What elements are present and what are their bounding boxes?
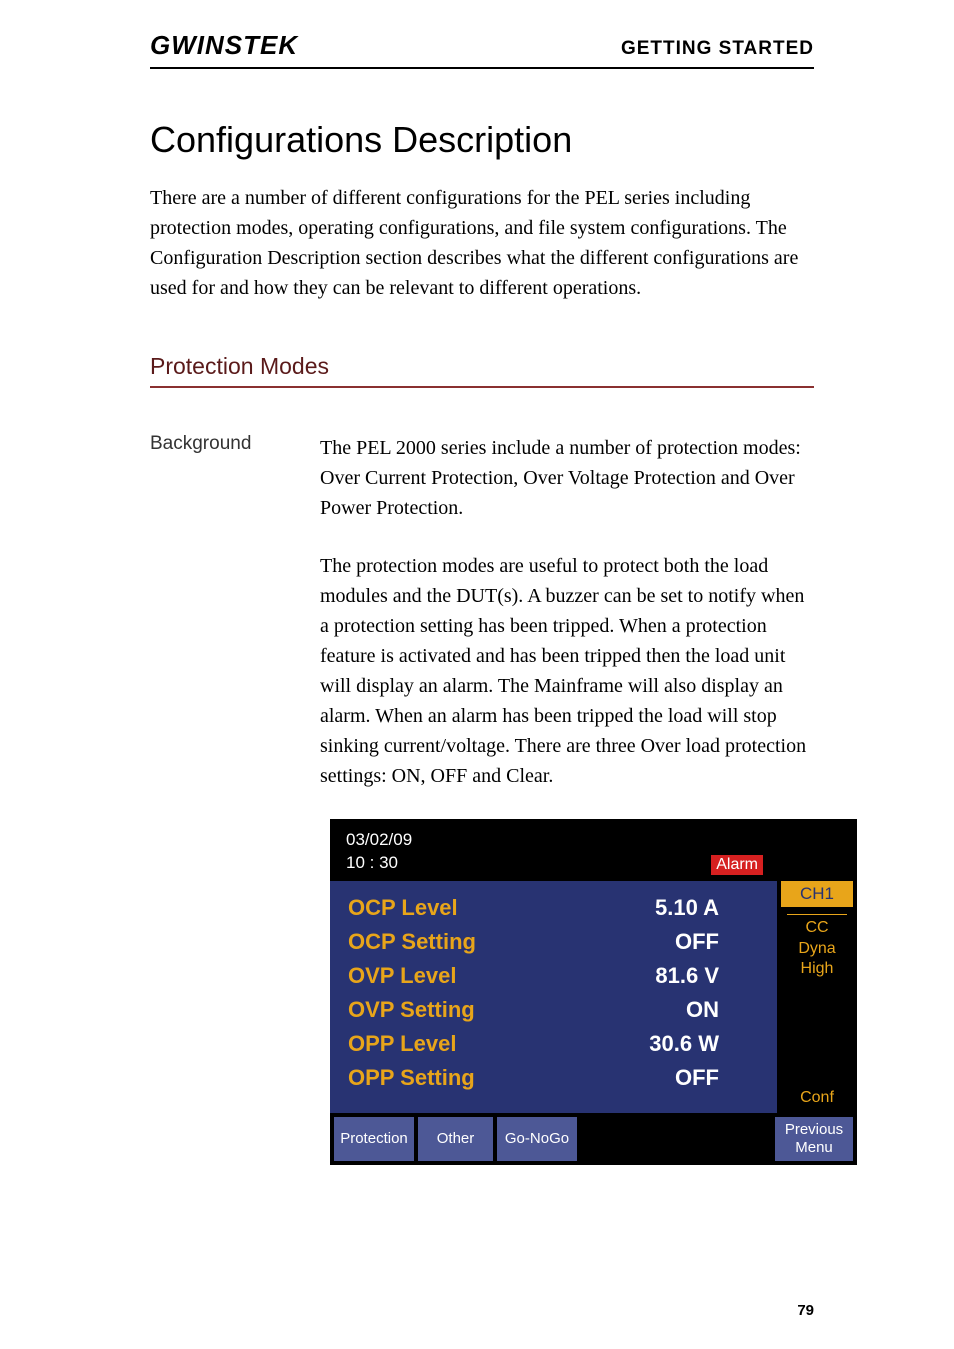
background-label: Background	[150, 433, 300, 819]
background-para-2: The protection modes are useful to prote…	[320, 551, 814, 791]
setting-label: OPP Level	[348, 1031, 456, 1057]
side-mode-high: High	[781, 959, 853, 980]
setting-row: OCP Setting OFF	[348, 929, 759, 955]
brand-logo: GWINSTEK	[150, 30, 298, 61]
screen-statusbar: 03/02/09 10 : 30 Alarm	[330, 819, 857, 881]
screen-body: OCP Level 5.10 A OCP Setting OFF OVP Lev…	[330, 881, 857, 1113]
section-name: GETTING STARTED	[621, 38, 814, 60]
setting-label: OCP Level	[348, 895, 458, 921]
subsection-title: Protection Modes	[150, 353, 814, 388]
date-text: 03/02/09	[346, 829, 412, 852]
setting-label: OCP Setting	[348, 929, 476, 955]
time-text: 10 : 30	[346, 852, 412, 875]
page-header: GWINSTEK GETTING STARTED	[150, 30, 814, 69]
tab-spacer	[581, 1117, 771, 1161]
screen-tabs: Protection Other Go-NoGo Previous Menu	[330, 1113, 857, 1165]
setting-label: OVP Level	[348, 963, 456, 989]
setting-value: 5.10 A	[655, 895, 759, 921]
tab-gonogo[interactable]: Go-NoGo	[497, 1117, 577, 1161]
setting-value: OFF	[675, 929, 759, 955]
device-screenshot: 03/02/09 10 : 30 Alarm OCP Level 5.10 A …	[330, 819, 857, 1165]
datetime-display: 03/02/09 10 : 30	[346, 829, 412, 875]
side-divider	[787, 914, 847, 915]
channel-badge: CH1	[781, 881, 853, 907]
setting-value: 30.6 W	[649, 1031, 759, 1057]
setting-value: ON	[686, 997, 759, 1023]
background-block: Background The PEL 2000 series include a…	[150, 433, 814, 819]
setting-row: OCP Level 5.10 A	[348, 895, 759, 921]
background-para-1: The PEL 2000 series include a number of …	[320, 433, 814, 523]
settings-panel: OCP Level 5.10 A OCP Setting OFF OVP Lev…	[330, 881, 777, 1113]
side-conf: Conf	[781, 1089, 853, 1113]
setting-label: OPP Setting	[348, 1065, 475, 1091]
intro-paragraph: There are a number of different configur…	[150, 183, 814, 303]
setting-value: OFF	[675, 1065, 759, 1091]
side-mode-cc: CC	[781, 918, 853, 939]
side-panel: CH1 CC Dyna High Conf	[777, 881, 857, 1113]
page-title: Configurations Description	[150, 119, 814, 161]
tab-previous-menu[interactable]: Previous Menu	[775, 1117, 853, 1161]
page-number: 79	[797, 1302, 814, 1319]
tab-protection[interactable]: Protection	[334, 1117, 414, 1161]
setting-value: 81.6 V	[655, 963, 759, 989]
tab-other[interactable]: Other	[418, 1117, 493, 1161]
setting-row: OPP Level 30.6 W	[348, 1031, 759, 1057]
alarm-badge: Alarm	[711, 855, 763, 875]
setting-row: OVP Setting ON	[348, 997, 759, 1023]
setting-row: OVP Level 81.6 V	[348, 963, 759, 989]
setting-row: OPP Setting OFF	[348, 1065, 759, 1091]
setting-label: OVP Setting	[348, 997, 475, 1023]
side-mode-dyna: Dyna	[781, 939, 853, 960]
